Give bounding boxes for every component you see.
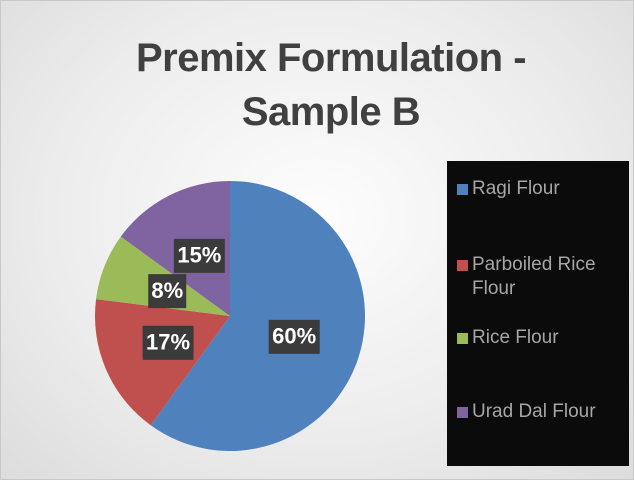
legend-swatch <box>457 184 468 195</box>
data-label-box <box>173 238 225 273</box>
legend-swatch <box>457 260 468 271</box>
data-label-box <box>148 274 187 309</box>
data-label-box <box>142 325 194 360</box>
legend-entry: Urad Dal Flour <box>457 400 625 424</box>
legend-entry: Ragi Flour <box>457 177 625 201</box>
legend-swatch <box>457 407 468 418</box>
legend-entry: Parboiled Rice Flour <box>457 253 625 301</box>
data-label: 15% <box>177 243 221 268</box>
data-label: 8% <box>151 278 183 303</box>
legend-swatch <box>457 333 468 344</box>
legend-label: Ragi Flour <box>472 178 560 199</box>
legend-label: Parboiled Rice Flour <box>472 254 596 299</box>
legend-label: Urad Dal Flour <box>472 401 596 422</box>
chart-title: Premix Formulation - Sample B <box>135 36 527 134</box>
data-label: 60% <box>272 324 316 349</box>
legend: Ragi Flour Parboiled Rice Flour Rice Flour… <box>447 161 629 466</box>
data-label: 17% <box>146 330 190 355</box>
data-label-box <box>268 319 320 354</box>
legend-label: Rice Flour <box>472 327 559 348</box>
pie-slice <box>95 299 230 426</box>
pie-slice <box>150 181 365 451</box>
legend-entry: Rice Flour <box>457 326 625 350</box>
